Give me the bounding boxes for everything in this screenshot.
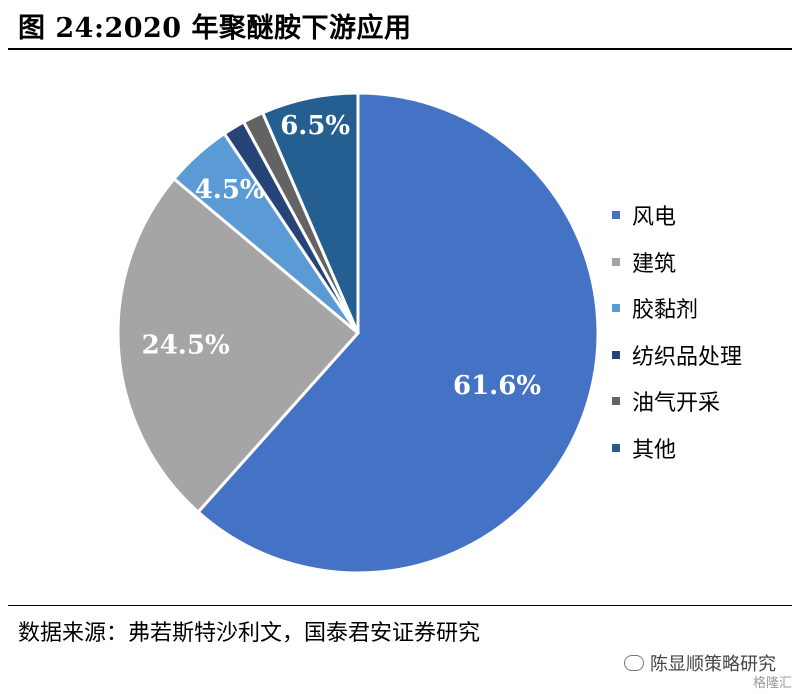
legend-item-0: 风电: [612, 192, 742, 239]
pie-slice-5: [260, 91, 360, 334]
watermark-tag: 格隆汇: [752, 676, 792, 691]
legend-swatch-4: [612, 397, 620, 406]
legend-swatch-1: [612, 257, 620, 266]
legend-swatch-3: [612, 350, 620, 359]
source-note: 数据来源：弗若斯特沙利文，国泰君安证券研究: [18, 621, 481, 646]
legend-item-4: 油气开采: [612, 378, 742, 425]
data-label-5: 6.5%: [280, 111, 350, 141]
source-rule: [8, 605, 792, 606]
legend-item-3: 纺织品处理: [612, 332, 742, 379]
legend-item-1: 建筑: [612, 239, 742, 286]
legend-item-2: 胶黏剂: [612, 285, 742, 332]
legend-swatch-5: [612, 443, 620, 452]
legend-label-3: 纺织品处理: [632, 344, 743, 370]
data-label-1: 24.5%: [142, 330, 230, 360]
legend-label-2: 胶黏剂: [632, 298, 699, 324]
legend-swatch-2: [612, 304, 620, 313]
legend-label-4: 油气开采: [632, 391, 721, 417]
legend-label-0: 风电: [632, 205, 677, 231]
pie-chart: 61.6% 24.5% 4.5% 6.5%: [116, 91, 600, 575]
watermark: 陈显顺策略研究: [624, 650, 776, 676]
wechat-icon: [624, 655, 644, 671]
pie-slice-0: [196, 91, 600, 575]
legend-label-1: 建筑: [632, 251, 677, 277]
legend-item-5: 其他: [612, 425, 742, 472]
title-rule: [8, 48, 792, 50]
legend-label-5: 其他: [632, 437, 677, 463]
legend-swatch-0: [612, 211, 620, 220]
watermark-account: 陈显顺策略研究: [650, 654, 776, 675]
legend: 风电建筑胶黏剂纺织品处理油气开采其他: [612, 192, 742, 471]
pie-slice-1: [116, 176, 361, 515]
data-label-2: 4.5%: [195, 175, 265, 205]
chart-title: 图 24:2020 年聚醚胺下游应用: [18, 13, 412, 44]
data-label-0: 61.6%: [453, 371, 541, 401]
